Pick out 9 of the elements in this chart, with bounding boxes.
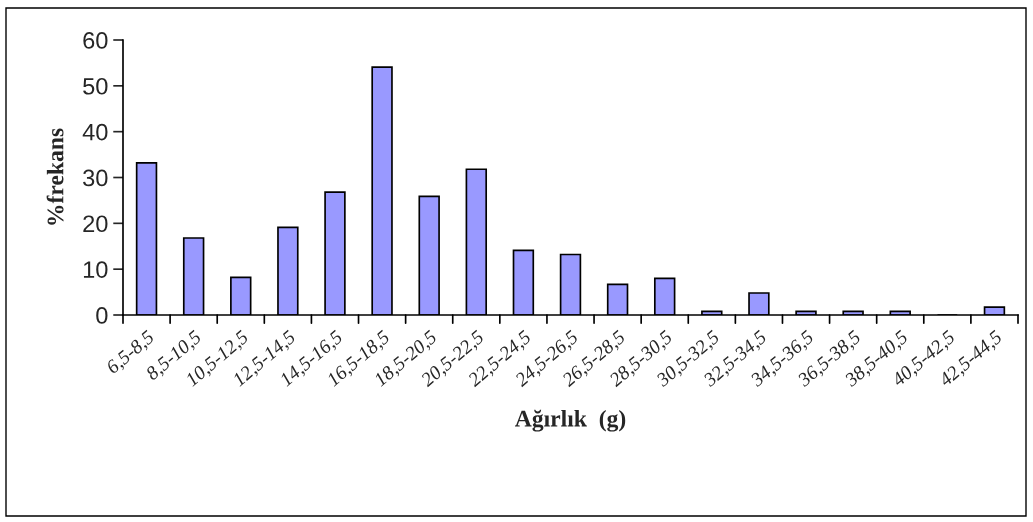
y-tick-label: 20 xyxy=(83,215,108,233)
y-tick-label: 10 xyxy=(83,261,108,278)
y-tick-label: 40 xyxy=(82,123,108,141)
y-tick-label: 50 xyxy=(83,77,108,95)
y-axis-title: %frekans xyxy=(46,128,64,225)
y-tick-label: 60 xyxy=(83,32,108,49)
y-tick-label: 30 xyxy=(83,169,108,187)
x-axis-title: Ağırlık (g) xyxy=(514,409,626,432)
y-tick-label: 0 xyxy=(96,307,108,324)
